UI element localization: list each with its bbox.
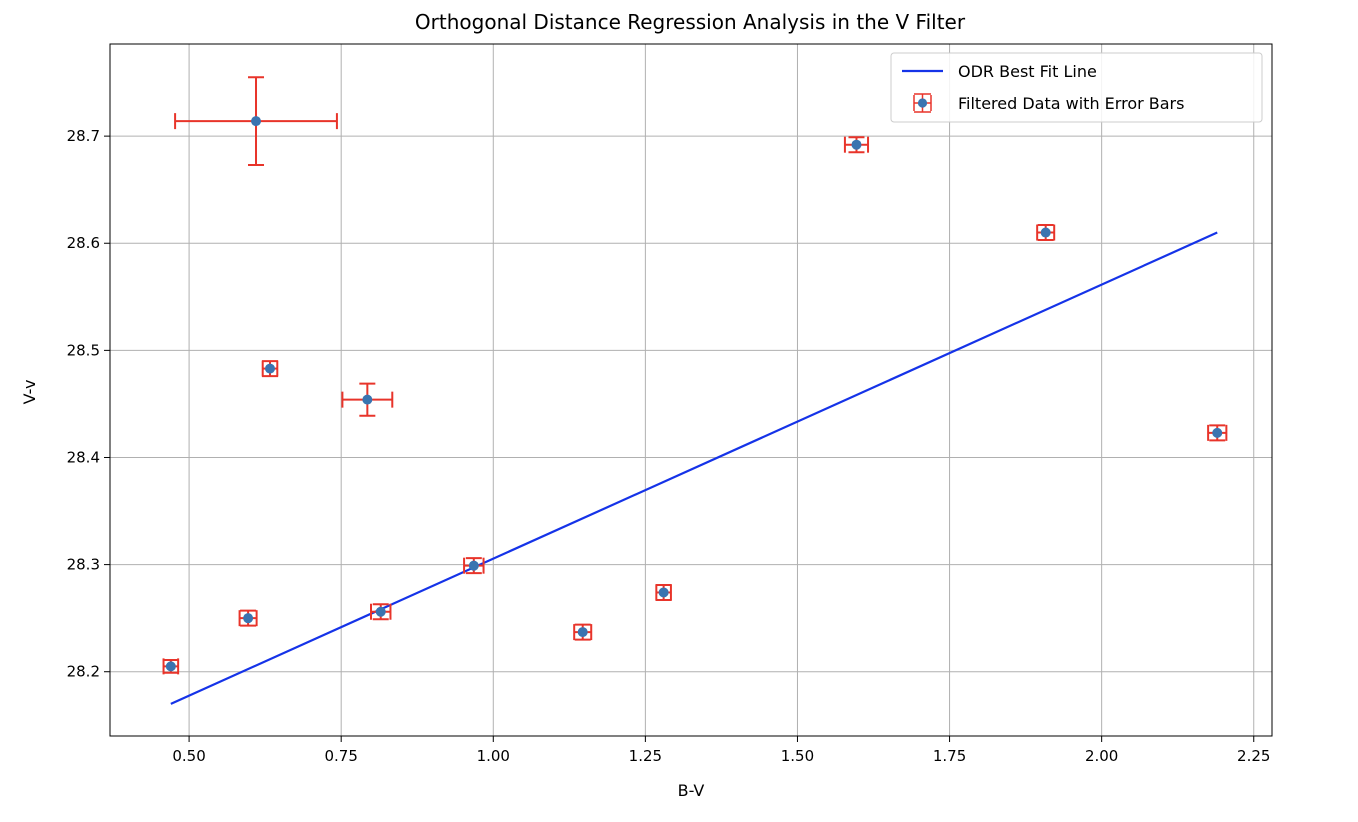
data-point xyxy=(174,76,338,167)
data-point-marker xyxy=(165,661,176,672)
x-tick-label: 2.00 xyxy=(1085,747,1118,765)
y-tick-label: 28.2 xyxy=(67,663,100,681)
data-point xyxy=(1207,424,1228,442)
data-point xyxy=(238,609,258,627)
data-point xyxy=(261,360,279,378)
fit-line-layer xyxy=(170,231,1218,705)
data-point-marker xyxy=(1212,427,1223,438)
x-axis-label: B-V xyxy=(678,781,705,800)
data-point-marker xyxy=(658,587,669,598)
data-point-marker xyxy=(577,627,588,638)
data-point xyxy=(1036,224,1056,242)
plot-area-frame xyxy=(109,43,1273,737)
data-point xyxy=(162,658,180,675)
y-tick-label: 28.6 xyxy=(67,234,100,252)
legend-entry-data: Filtered Data with Error Bars xyxy=(958,94,1184,113)
chart-title: Orthogonal Distance Regression Analysis … xyxy=(415,10,966,34)
y-axis-label: V-v xyxy=(20,380,39,405)
data-point xyxy=(369,603,392,621)
x-axis-ticks: 0.50 0.75 1.00 1.25 1.50 1.75 2.00 2.25 xyxy=(172,736,1270,765)
data-point-marker xyxy=(375,606,386,617)
data-point xyxy=(843,136,870,154)
x-tick-label: 1.75 xyxy=(933,747,966,765)
data-point-marker xyxy=(362,394,373,405)
y-axis-ticks: 28.2 28.3 28.4 28.5 28.6 28.7 xyxy=(67,127,110,681)
x-tick-label: 1.00 xyxy=(477,747,510,765)
x-tick-label: 2.25 xyxy=(1237,747,1270,765)
y-tick-label: 28.3 xyxy=(67,556,100,574)
y-tick-label: 28.5 xyxy=(67,341,100,359)
y-tick-label: 28.7 xyxy=(67,127,100,145)
data-point xyxy=(341,382,394,417)
data-point-marker xyxy=(468,560,479,571)
grid xyxy=(110,44,1272,736)
legend-box xyxy=(890,52,1263,123)
data-point-marker xyxy=(1040,227,1051,238)
y-tick-label: 28.4 xyxy=(67,448,100,466)
data-point-marker xyxy=(265,363,276,374)
x-tick-label: 1.50 xyxy=(781,747,814,765)
x-tick-label: 1.25 xyxy=(629,747,662,765)
legend: ODR Best Fit Line Filtered Data with Err… xyxy=(890,52,1263,123)
odr-best-fit-line xyxy=(170,231,1218,705)
x-tick-label: 0.75 xyxy=(324,747,357,765)
data-point xyxy=(573,623,593,641)
legend-errorbar-swatch xyxy=(913,93,932,113)
data-point xyxy=(655,583,672,601)
data-points-layer xyxy=(162,76,1228,675)
data-point xyxy=(463,557,485,575)
x-tick-label: 0.50 xyxy=(172,747,205,765)
data-point-marker xyxy=(243,613,254,624)
legend-entry-fit-line: ODR Best Fit Line xyxy=(958,62,1097,81)
data-point-marker xyxy=(851,139,862,150)
data-point-marker xyxy=(251,116,262,127)
